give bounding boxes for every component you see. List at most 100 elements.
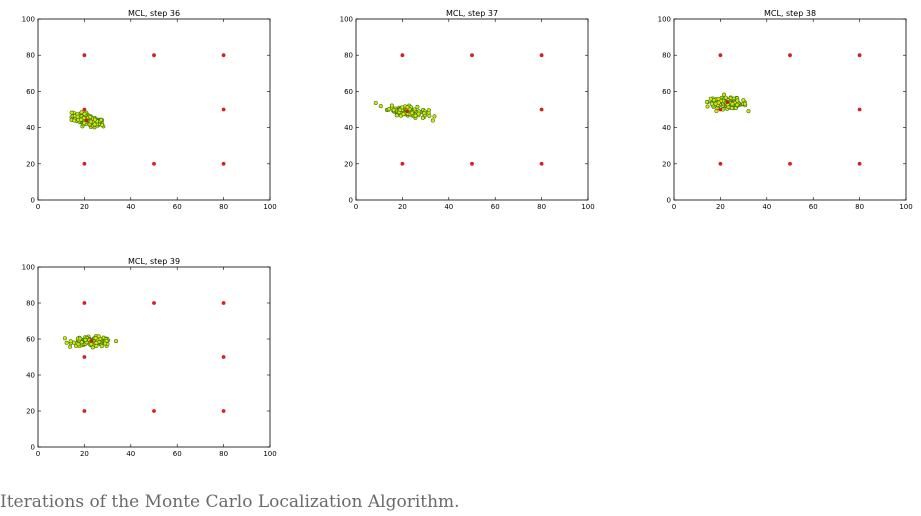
landmark-point bbox=[400, 53, 405, 58]
particle-point bbox=[427, 113, 432, 118]
robot-estimate-point bbox=[89, 339, 94, 343]
landmark-point bbox=[718, 161, 723, 166]
y-tick-label: 80 bbox=[26, 300, 35, 308]
particle-point bbox=[100, 123, 105, 128]
x-tick-label: 100 bbox=[581, 203, 594, 211]
particle-point bbox=[68, 339, 73, 344]
mcl-panel: MCL, step 39 0 20 40 60 80 100 0 20 40 60 80 100 bbox=[22, 257, 277, 458]
y-tick-label: 100 bbox=[22, 16, 35, 24]
particle-point bbox=[723, 95, 728, 100]
y-tick-label: 20 bbox=[26, 160, 35, 168]
particle-point bbox=[730, 101, 735, 106]
y-tick-label: 20 bbox=[662, 160, 671, 168]
landmark-point bbox=[82, 301, 87, 305]
landmark-point bbox=[82, 409, 87, 413]
landmark-point bbox=[857, 53, 862, 58]
particle-point bbox=[378, 104, 383, 109]
mcl-panel: MCL, step 37 0 20 40 60 80 100 0 20 40 60 80 100 bbox=[340, 9, 595, 211]
landmark-point bbox=[221, 355, 226, 359]
x-tick-label: 60 bbox=[491, 203, 500, 211]
particle-point bbox=[432, 114, 437, 119]
particle-point bbox=[76, 342, 81, 347]
x-tick-label: 80 bbox=[219, 450, 228, 458]
particle-point bbox=[742, 101, 747, 106]
landmark-point bbox=[152, 161, 156, 166]
x-tick-label: 60 bbox=[809, 203, 818, 211]
particle-point bbox=[88, 114, 93, 119]
y-tick-label: 60 bbox=[26, 88, 35, 96]
particle-point bbox=[83, 337, 88, 342]
landmark-point bbox=[470, 161, 474, 166]
x-tick-label: 0 bbox=[36, 203, 40, 211]
x-tick-label: 80 bbox=[855, 203, 864, 211]
particle-point bbox=[705, 104, 710, 109]
landmark-point bbox=[82, 53, 87, 58]
landmark-point bbox=[82, 161, 87, 166]
particle-point bbox=[422, 111, 427, 116]
mcl-figure: MCL, step 360 20 40 60 80 100020406080100MCL,… bbox=[22, 9, 913, 458]
plot-frame bbox=[673, 18, 907, 201]
y-tick-label: 80 bbox=[26, 52, 35, 60]
x-tick-label: 40 bbox=[126, 450, 135, 458]
x-tick-label: 0 bbox=[36, 450, 40, 458]
particle-point bbox=[746, 109, 751, 114]
particle-point bbox=[78, 336, 83, 341]
particle-point bbox=[709, 101, 714, 106]
particle-point bbox=[75, 114, 80, 119]
particle-point bbox=[68, 344, 73, 349]
x-tick-label: 40 bbox=[762, 203, 771, 211]
landmark-point bbox=[152, 409, 156, 413]
mcl-panel: MCL, step 38 0 20 40 60 80 100 0 20 40 60 80 100 bbox=[658, 9, 913, 211]
landmark-point bbox=[221, 301, 226, 305]
y-tick-label: 100 bbox=[340, 16, 353, 24]
x-tick-label: 40 bbox=[444, 203, 453, 211]
landmark-point bbox=[718, 107, 723, 112]
particle-point bbox=[401, 112, 406, 117]
particle-point bbox=[704, 99, 709, 104]
panel-title: MCL, step 39 bbox=[128, 257, 180, 266]
particle-point bbox=[430, 118, 435, 123]
particle-point bbox=[389, 103, 394, 108]
x-tick-label: 40 bbox=[126, 203, 135, 211]
particle-point bbox=[420, 115, 425, 120]
particle-point bbox=[72, 340, 77, 345]
particle-point bbox=[114, 339, 119, 344]
x-tick-label: 20 bbox=[716, 203, 725, 211]
particle-point bbox=[79, 110, 84, 115]
particle-point bbox=[92, 117, 97, 122]
landmark-point bbox=[857, 161, 862, 166]
y-tick-label: 80 bbox=[662, 52, 671, 60]
y-tick-label: 20 bbox=[344, 160, 353, 168]
particle-point bbox=[88, 119, 93, 124]
x-tick-label: 20 bbox=[398, 203, 407, 211]
y-tick-label: 40 bbox=[26, 372, 35, 380]
y-tick-label: 0 bbox=[31, 444, 35, 452]
y-tick-label: 40 bbox=[344, 124, 353, 132]
landmark-point bbox=[400, 161, 405, 166]
landmark-point bbox=[788, 53, 792, 58]
particle-point bbox=[741, 98, 746, 103]
robot-estimate-point bbox=[405, 109, 409, 114]
y-tick-label: 60 bbox=[26, 336, 35, 344]
y-tick-label: 40 bbox=[662, 124, 671, 132]
y-tick-label: 40 bbox=[26, 124, 35, 132]
robot-estimate-point bbox=[725, 100, 730, 105]
particle-point bbox=[394, 113, 399, 118]
x-tick-label: 20 bbox=[80, 203, 89, 211]
particle-point bbox=[69, 110, 74, 115]
plot-frame bbox=[37, 266, 271, 448]
landmark-point bbox=[221, 409, 226, 413]
particle-point bbox=[391, 108, 396, 113]
particle-point bbox=[415, 104, 420, 109]
particle-point bbox=[716, 100, 721, 105]
particle-point bbox=[735, 98, 740, 103]
y-tick-label: 60 bbox=[344, 88, 353, 96]
landmark-point bbox=[788, 161, 792, 166]
y-tick-label: 100 bbox=[658, 16, 671, 24]
landmark-point bbox=[221, 161, 226, 166]
plot-frame bbox=[37, 18, 271, 201]
particle-point bbox=[82, 120, 87, 125]
x-tick-label: 100 bbox=[263, 203, 276, 211]
particle-point bbox=[400, 105, 405, 110]
particle-point bbox=[373, 100, 378, 105]
